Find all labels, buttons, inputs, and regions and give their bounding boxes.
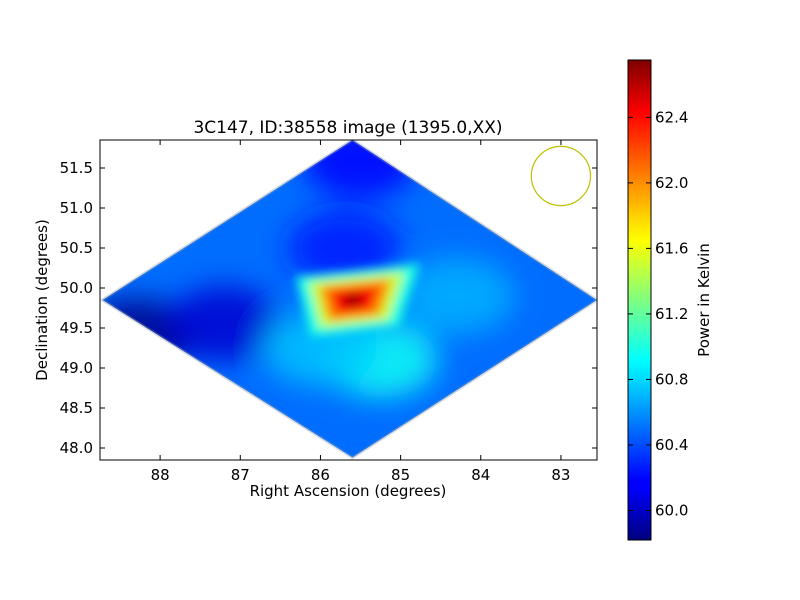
colorbar-tick-label: 62.4 [655,108,688,126]
x-tick-label: 88 [151,466,170,484]
y-axis-label: Declination (degrees) [33,219,51,381]
heatmap-feature-2 [167,286,282,362]
y-tick-label: 50.5 [60,239,93,257]
colorbar-tick-label: 60.4 [655,436,688,454]
heatmap-field-of-view [102,140,597,458]
x-tick-label: 86 [311,466,330,484]
beam-marker [530,145,592,207]
x-tick-label: 84 [471,466,490,484]
y-tick-label: 49.5 [60,319,93,337]
colorbar-ticks: 60.0 60.4 60.8 61.2 61.6 62.0 62.4 [628,108,688,520]
x-tick-label: 87 [231,466,250,484]
colorbar: 60.0 60.4 60.8 61.2 61.6 62.0 62.4 Power in Ke… [627,59,713,541]
colorbar-label: Power in Kelvin [695,243,713,357]
y-tick-label: 50.0 [60,279,93,297]
colorbar-gradient [627,59,652,541]
x-tick-label: 85 [391,466,410,484]
heatmap-feature-4 [287,210,402,286]
y-tick-label: 51.5 [60,159,93,177]
plot-area: 88 87 86 85 84 83 48.0 48.5 49.0 49.5 50.0 50.5 51.… [60,139,598,484]
x-axis-label: Right Ascension (degrees) [250,482,447,500]
x-tick-label: 83 [551,466,570,484]
colorbar-tick-label: 60.0 [655,502,688,520]
x-axis-ticks: 88 87 86 85 84 83 [151,140,570,484]
y-tick-label: 48.0 [60,439,93,457]
colorbar-tick-label: 61.2 [655,305,688,323]
y-axis-ticks: 48.0 48.5 49.0 49.5 50.0 50.5 51.0 51.5 [60,159,597,457]
plot-frame [99,139,598,461]
colorbar-tick-label: 62.0 [655,174,688,192]
field-of-view-edge [100,140,597,460]
colorbar-tick-label: 61.6 [655,239,688,257]
y-tick-label: 48.5 [60,399,93,417]
heatmap-feature-6 [399,258,514,334]
y-tick-label: 51.0 [60,199,93,217]
chart-title: 3C147, ID:38558 image (1395.0,XX) [193,118,502,138]
y-tick-label: 49.0 [60,359,93,377]
peak-level-5 [343,294,363,306]
colorbar-tick-label: 60.8 [655,370,688,388]
